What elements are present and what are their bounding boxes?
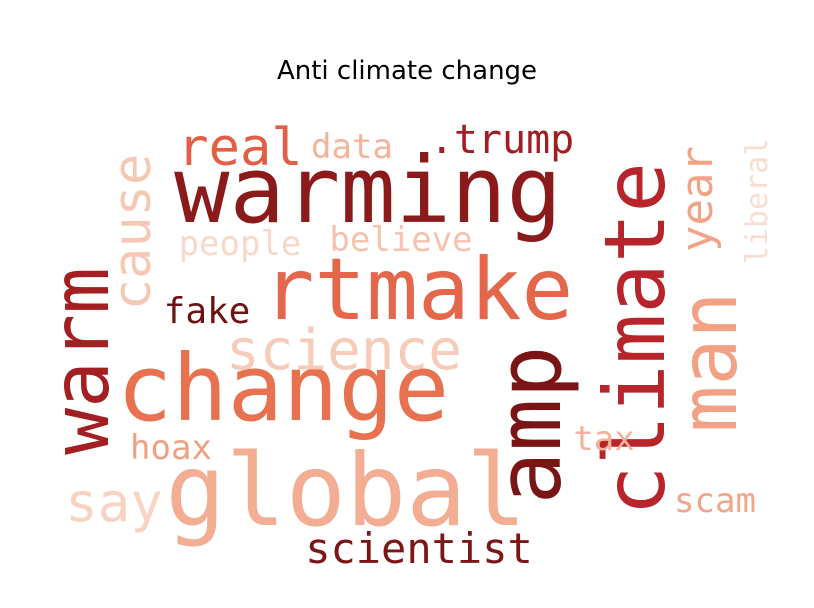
word-amp: amp — [478, 346, 581, 505]
word-climate: climate — [586, 162, 684, 516]
word-change: change — [117, 335, 449, 442]
word-fake: fake — [164, 291, 251, 332]
word-scientist: scientist — [305, 524, 533, 573]
word-people: people — [179, 224, 302, 264]
word-year: year — [672, 146, 723, 252]
word-liberal: liberal — [740, 138, 775, 264]
word-cause: cause — [103, 154, 163, 311]
word-believe: believe — [329, 220, 472, 260]
word-warm: warm — [37, 267, 127, 455]
word-science: science — [226, 318, 462, 383]
word-tax: tax — [573, 419, 634, 459]
word-man: man — [665, 292, 755, 433]
figure-title: Anti climate change — [276, 56, 538, 86]
word-say: say — [65, 471, 163, 534]
word-rtmake: rtmake — [263, 240, 574, 340]
word-trump: .trump — [430, 117, 575, 163]
word-global: global — [165, 432, 526, 549]
word-real: real — [177, 118, 302, 178]
word-warming: warming — [174, 137, 562, 244]
word-data: data — [311, 127, 393, 167]
word-scam: scam — [674, 481, 756, 521]
word-hoax: hoax — [130, 428, 212, 468]
